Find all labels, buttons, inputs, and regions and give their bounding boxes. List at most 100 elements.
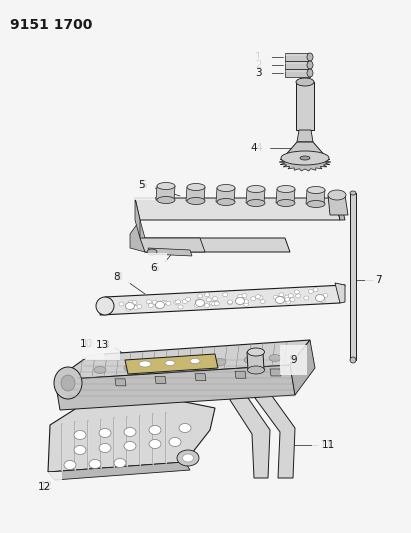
Ellipse shape [277,185,295,192]
Ellipse shape [247,348,265,356]
Ellipse shape [166,301,171,305]
Ellipse shape [174,300,179,304]
Polygon shape [155,376,166,383]
Ellipse shape [260,300,265,304]
Ellipse shape [179,424,191,432]
Text: 6: 6 [152,263,159,273]
Ellipse shape [184,360,196,367]
Polygon shape [335,283,345,303]
Polygon shape [186,187,205,201]
Polygon shape [335,198,345,220]
Polygon shape [246,189,265,203]
Ellipse shape [288,294,293,298]
Ellipse shape [157,182,175,190]
Ellipse shape [96,297,114,315]
Text: 7: 7 [375,275,382,285]
Text: 11: 11 [320,440,333,450]
Ellipse shape [187,198,205,205]
Ellipse shape [149,440,161,448]
Text: 9: 9 [290,355,297,365]
Ellipse shape [169,438,181,447]
Text: 5: 5 [138,180,145,190]
Ellipse shape [125,303,134,310]
Polygon shape [148,248,192,256]
Ellipse shape [238,294,243,298]
Ellipse shape [236,297,245,304]
Ellipse shape [307,200,325,207]
Ellipse shape [155,302,164,309]
Polygon shape [285,69,310,77]
Ellipse shape [316,295,325,302]
Text: 5: 5 [140,180,147,190]
Ellipse shape [175,300,180,304]
Ellipse shape [328,190,346,200]
Ellipse shape [296,294,301,298]
Polygon shape [100,285,345,315]
Text: 4: 4 [255,143,262,153]
Text: 13: 13 [96,340,109,350]
Polygon shape [130,220,145,252]
Ellipse shape [307,69,313,77]
Polygon shape [297,130,313,142]
Ellipse shape [124,427,136,437]
Ellipse shape [139,361,151,367]
Polygon shape [285,61,310,69]
Ellipse shape [147,249,157,255]
Polygon shape [285,53,310,61]
Polygon shape [125,354,218,374]
Ellipse shape [61,375,75,391]
Ellipse shape [157,197,175,204]
Polygon shape [283,142,327,158]
Ellipse shape [286,300,291,304]
Ellipse shape [182,454,194,462]
Ellipse shape [165,360,175,366]
Ellipse shape [186,297,191,301]
Ellipse shape [242,294,247,298]
Ellipse shape [194,303,199,308]
Ellipse shape [149,425,161,434]
Ellipse shape [320,298,325,302]
Ellipse shape [214,302,219,305]
Ellipse shape [89,459,101,469]
Ellipse shape [94,367,106,374]
Ellipse shape [290,298,295,302]
Ellipse shape [307,61,313,69]
Ellipse shape [74,431,86,440]
Ellipse shape [256,295,261,298]
Ellipse shape [212,302,217,306]
Polygon shape [55,365,295,410]
Ellipse shape [124,365,136,372]
Ellipse shape [217,184,235,191]
Ellipse shape [196,300,205,306]
Text: 2: 2 [255,60,262,70]
Ellipse shape [227,301,232,305]
Text: 1: 1 [255,52,262,62]
Ellipse shape [350,191,356,195]
Ellipse shape [223,293,228,297]
Polygon shape [276,189,295,203]
Ellipse shape [54,367,82,399]
Ellipse shape [124,441,136,450]
Polygon shape [135,198,140,238]
Ellipse shape [350,357,356,363]
Polygon shape [115,379,126,386]
Ellipse shape [204,304,209,308]
Ellipse shape [308,289,314,293]
Ellipse shape [277,199,295,206]
Ellipse shape [187,183,205,190]
Polygon shape [230,392,270,478]
Ellipse shape [273,295,278,299]
Ellipse shape [99,443,111,453]
Ellipse shape [206,298,211,302]
Ellipse shape [285,295,290,299]
Ellipse shape [294,290,299,294]
Polygon shape [48,400,215,472]
Polygon shape [328,195,348,215]
Text: 10: 10 [82,339,95,349]
Polygon shape [140,238,205,252]
Ellipse shape [247,185,265,192]
Ellipse shape [99,429,111,438]
Polygon shape [235,371,246,378]
Ellipse shape [178,305,183,309]
Ellipse shape [146,300,151,304]
